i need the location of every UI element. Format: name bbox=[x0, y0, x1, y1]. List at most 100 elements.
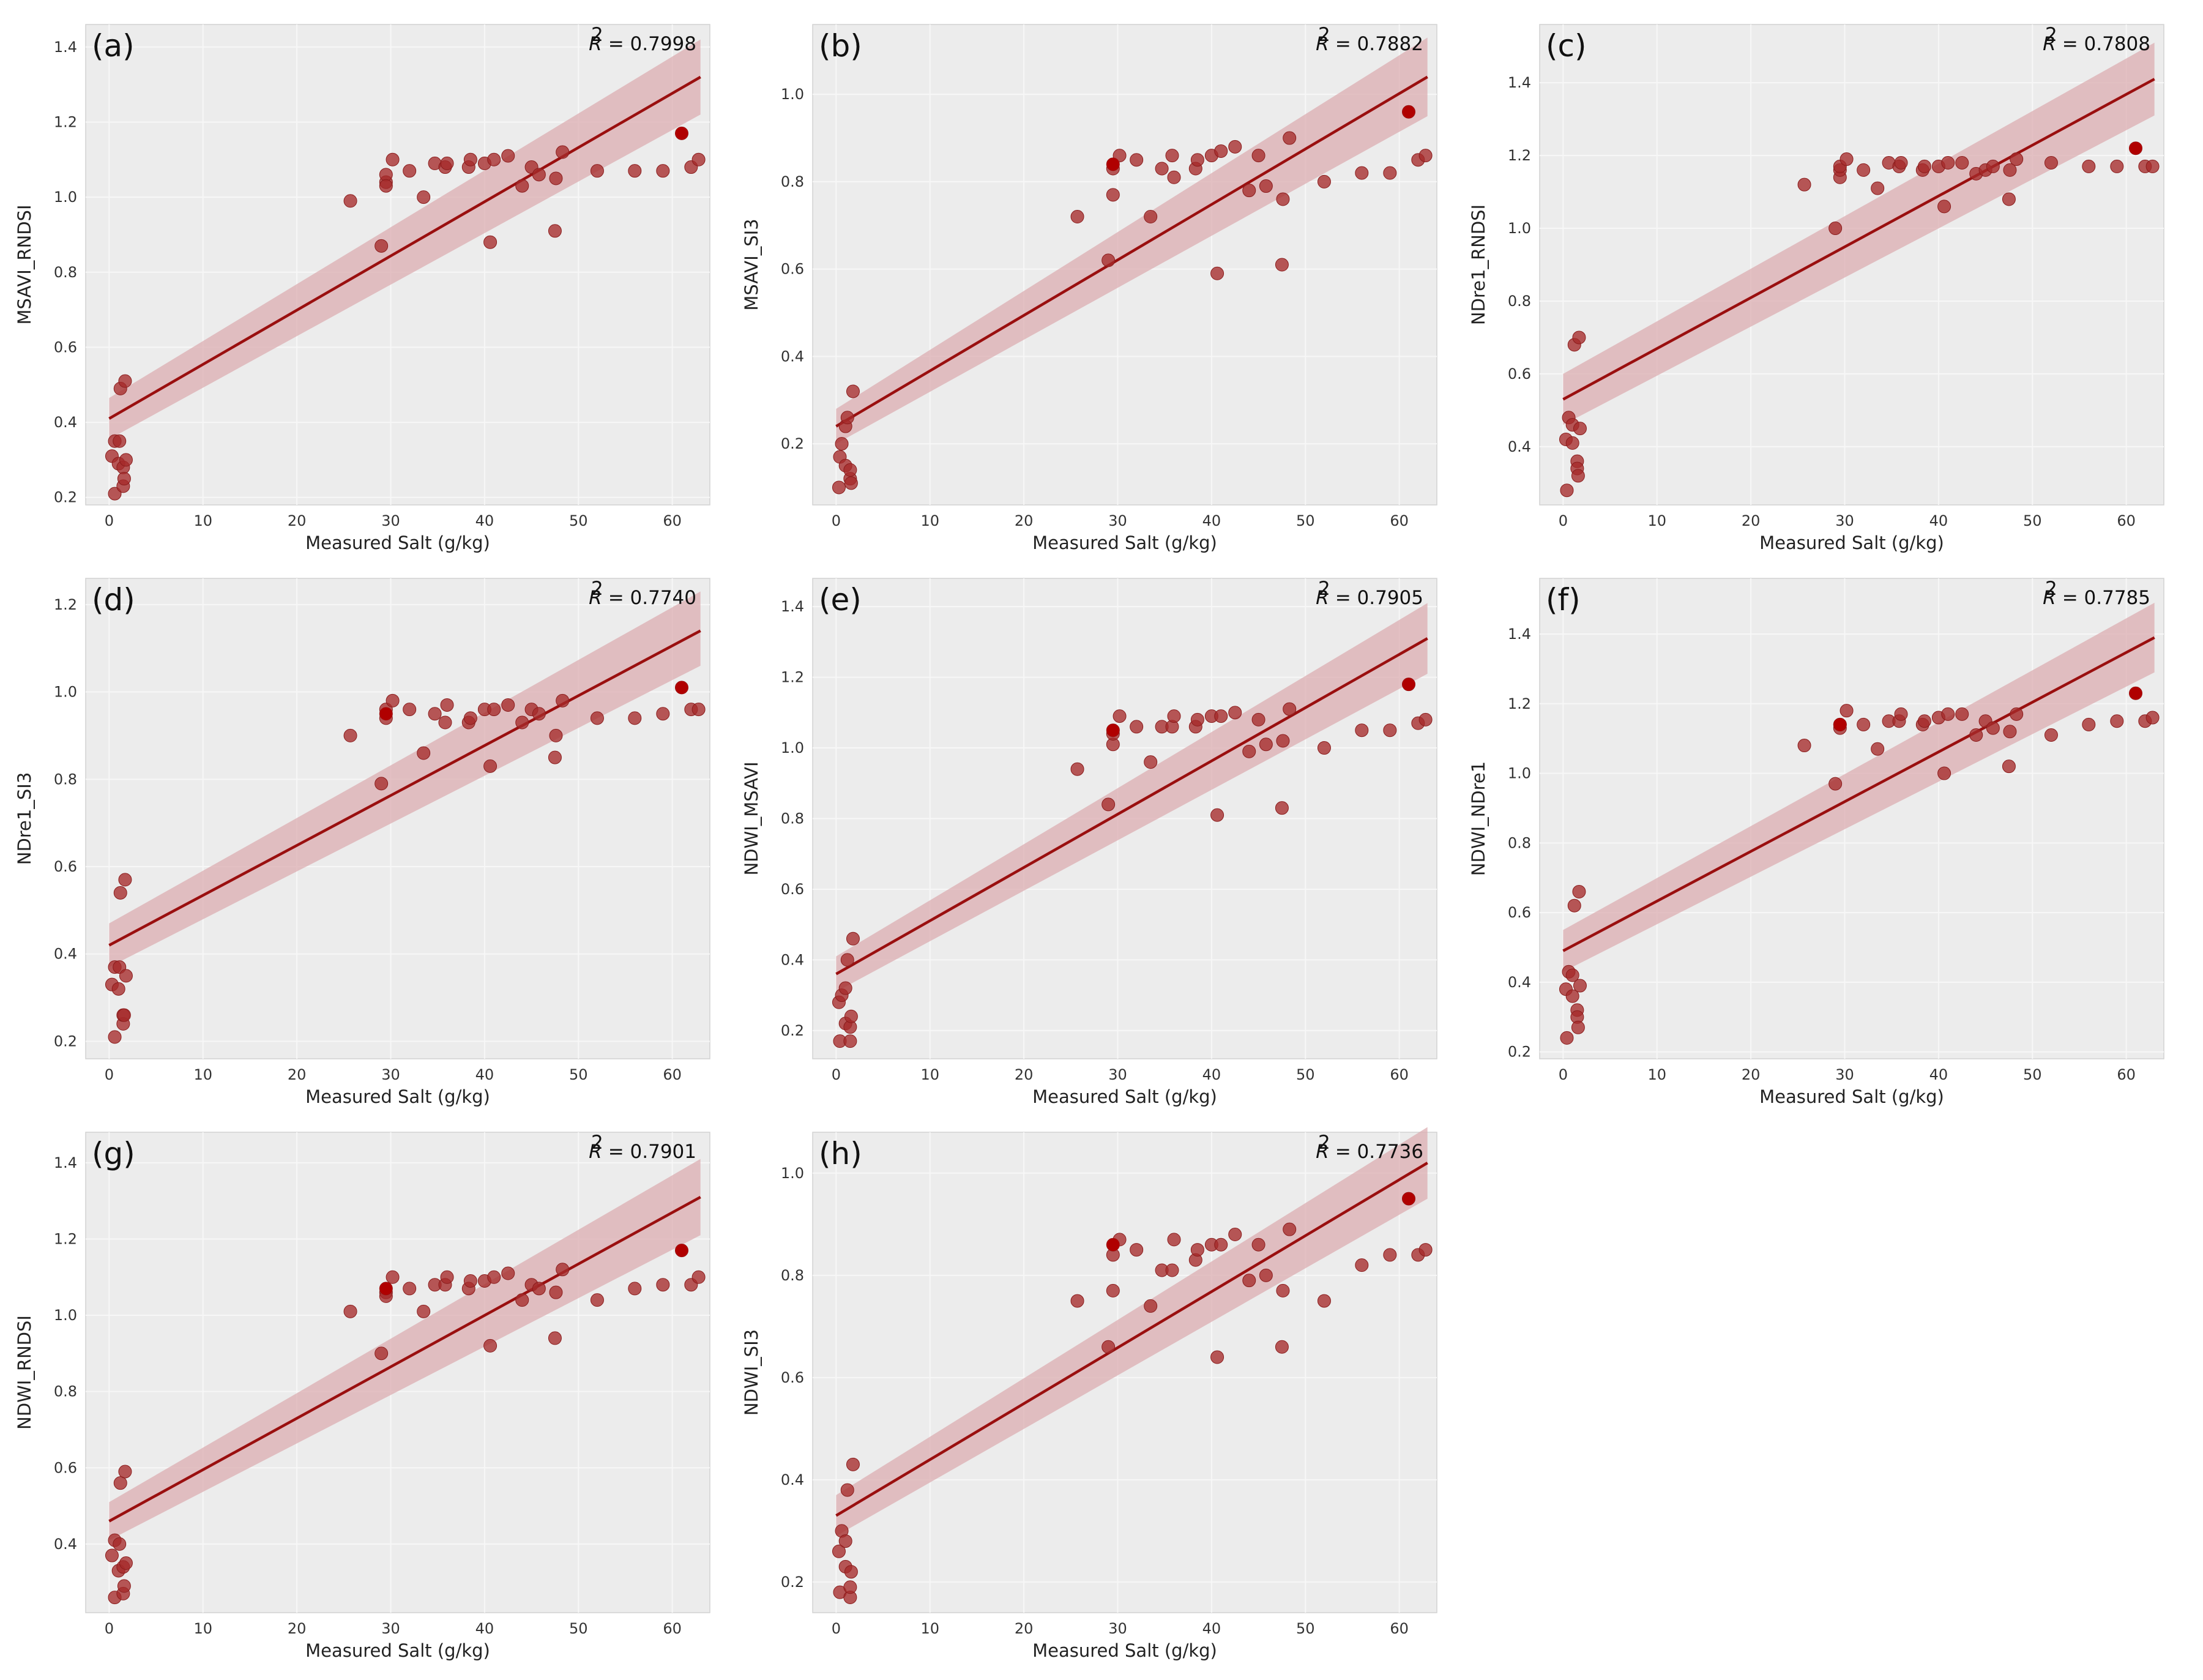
r2-annotation: = 0.7736 R2 bbox=[1316, 1132, 1423, 1163]
x-tick-label: 0 bbox=[105, 512, 114, 529]
data-point bbox=[1565, 989, 1579, 1003]
x-tick-label: 20 bbox=[1015, 512, 1034, 529]
data-point bbox=[549, 1285, 563, 1299]
data-point bbox=[832, 480, 846, 495]
r2-label: R bbox=[1316, 33, 1329, 55]
y-tick-label: 0.8 bbox=[1508, 834, 1531, 851]
data-point bbox=[1155, 162, 1169, 176]
data-point bbox=[440, 156, 454, 170]
x-tick-label: 40 bbox=[1929, 512, 1948, 529]
data-point bbox=[846, 1457, 860, 1471]
x-tick-label: 0 bbox=[1559, 512, 1568, 529]
data-point bbox=[417, 190, 431, 204]
data-point bbox=[2082, 159, 2096, 173]
chart-panel: 0 10 20 30 40 50 60 0.4 0.6 0.8 1.0 1.2 1.4 (c) = 0.78… bbox=[1468, 24, 2164, 553]
data-point bbox=[1113, 149, 1127, 163]
data-point bbox=[1797, 177, 1811, 192]
y-tick-label: 1.0 bbox=[54, 684, 77, 701]
data-point bbox=[118, 374, 132, 388]
data-point bbox=[656, 707, 670, 721]
x-axis-title: Measured Salt (g/kg) bbox=[1032, 532, 1217, 553]
y-tick-label: 0.2 bbox=[781, 435, 804, 452]
y-tick-label: 0.4 bbox=[781, 1471, 804, 1488]
data-point bbox=[2044, 728, 2058, 742]
y-tick-label: 0.2 bbox=[781, 1022, 804, 1039]
data-point bbox=[1165, 1263, 1179, 1277]
data-point bbox=[844, 476, 858, 490]
y-tick-label: 1.0 bbox=[54, 189, 77, 206]
data-point bbox=[843, 463, 857, 477]
x-tick-label: 10 bbox=[193, 1620, 212, 1637]
y-tick-label: 0.6 bbox=[1508, 904, 1531, 921]
data-point bbox=[1857, 717, 1871, 731]
regression-line bbox=[1562, 78, 2155, 401]
data-point bbox=[118, 873, 132, 887]
r2-superscript: 2 bbox=[1318, 1132, 1330, 1154]
highlight-point bbox=[1402, 105, 1415, 119]
r2-label: R bbox=[2043, 587, 2056, 609]
data-point bbox=[838, 1534, 852, 1548]
r2-value: = 0.7882 bbox=[1335, 33, 1423, 55]
data-point bbox=[483, 235, 498, 249]
y-tick-label: 0.6 bbox=[781, 261, 804, 278]
y-tick-label: 1.0 bbox=[781, 1165, 804, 1182]
r2-label: R bbox=[1316, 587, 1329, 609]
data-point bbox=[108, 487, 122, 501]
y-tick-label: 0.2 bbox=[1508, 1043, 1531, 1061]
data-point bbox=[515, 179, 529, 193]
r2-annotation: = 0.7785 R2 bbox=[2043, 578, 2150, 609]
y-tick-label: 0.8 bbox=[54, 1383, 77, 1400]
data-point bbox=[501, 149, 515, 163]
data-point bbox=[118, 1465, 132, 1479]
x-tick-label: 0 bbox=[832, 1066, 841, 1083]
data-point bbox=[1190, 153, 1204, 167]
highlight-point bbox=[1402, 678, 1415, 691]
data-point bbox=[1317, 741, 1331, 755]
data-point bbox=[590, 164, 604, 178]
x-tick-label: 0 bbox=[1559, 1066, 1568, 1083]
data-point bbox=[2010, 707, 2024, 721]
data-point bbox=[2002, 192, 2016, 206]
data-point bbox=[1210, 808, 1225, 822]
x-tick-label: 60 bbox=[2117, 512, 2136, 529]
x-tick-label: 30 bbox=[1108, 512, 1127, 529]
y-tick-label: 0.4 bbox=[54, 414, 77, 431]
data-point bbox=[1102, 253, 1116, 267]
y-tick-label: 0.4 bbox=[1508, 974, 1531, 991]
data-point bbox=[1259, 1268, 1273, 1282]
data-point bbox=[1228, 140, 1242, 154]
data-point bbox=[403, 703, 417, 717]
data-point bbox=[1275, 801, 1289, 815]
data-point bbox=[590, 1293, 604, 1307]
y-tick-label: 0.8 bbox=[781, 173, 804, 190]
y-tick-label: 0.8 bbox=[781, 1267, 804, 1284]
r2-annotation: = 0.7905 R2 bbox=[1316, 578, 1423, 609]
data-point bbox=[1167, 709, 1181, 723]
data-point bbox=[1276, 734, 1290, 748]
x-tick-label: 0 bbox=[105, 1066, 114, 1083]
data-point bbox=[1917, 714, 1931, 728]
data-point bbox=[1941, 707, 1955, 721]
regression-line bbox=[835, 637, 1428, 976]
y-tick-label: 0.8 bbox=[781, 810, 804, 827]
y-tick-label: 1.4 bbox=[54, 39, 77, 56]
data-point bbox=[2110, 714, 2124, 728]
data-point bbox=[532, 168, 546, 182]
data-point bbox=[628, 711, 642, 725]
data-point bbox=[1560, 1031, 1574, 1045]
x-tick-label: 50 bbox=[2023, 512, 2042, 529]
data-point bbox=[1130, 720, 1144, 734]
data-point bbox=[1259, 179, 1273, 193]
r2-superscript: 2 bbox=[1318, 24, 1330, 46]
regression-line bbox=[1562, 636, 2155, 952]
chart-panel: 0 10 20 30 40 50 60 0.2 0.4 0.6 0.8 1.0 1.2 1.4 (a) = 0… bbox=[14, 24, 710, 553]
x-tick-label: 10 bbox=[193, 1066, 212, 1083]
x-tick-label: 20 bbox=[1742, 512, 1761, 529]
data-point bbox=[417, 746, 431, 760]
r2-value: = 0.7998 bbox=[608, 33, 696, 55]
data-point bbox=[386, 1270, 400, 1284]
data-point bbox=[1418, 1243, 1433, 1257]
confidence-band bbox=[836, 37, 1428, 444]
data-point bbox=[379, 179, 393, 193]
